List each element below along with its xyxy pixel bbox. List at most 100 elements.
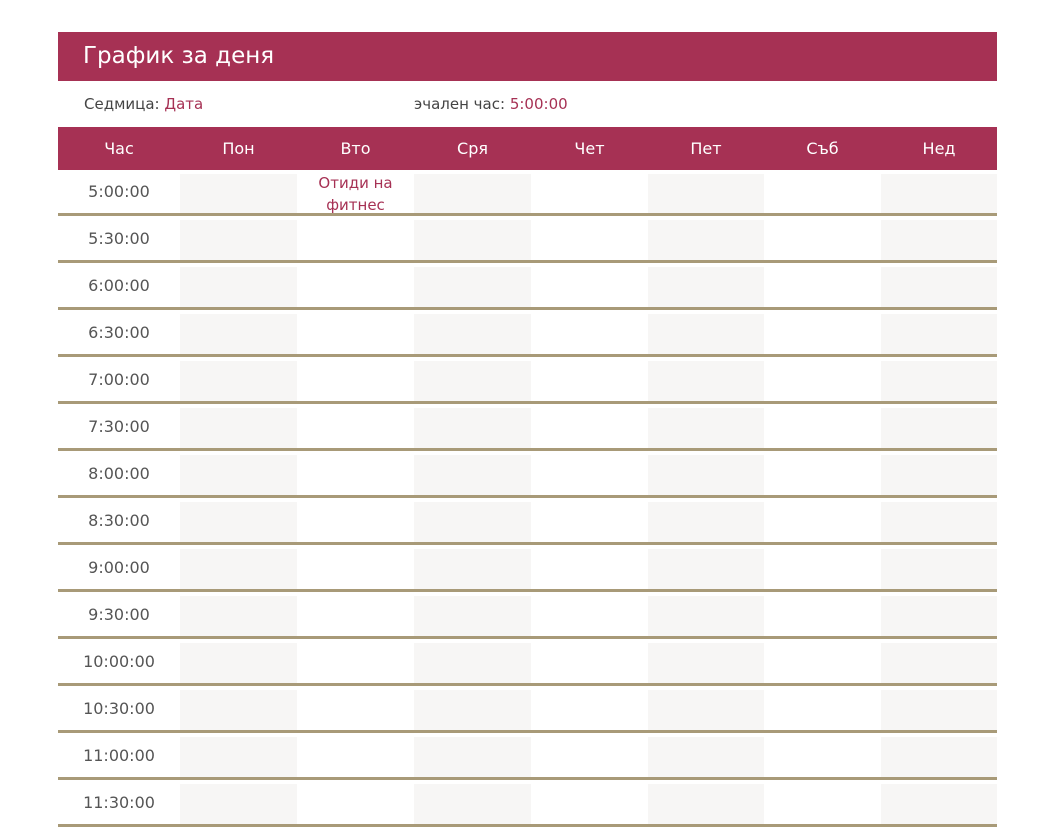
schedule-cell[interactable] — [297, 455, 414, 495]
schedule-cell[interactable] — [297, 408, 414, 448]
schedule-cell[interactable] — [414, 596, 531, 636]
schedule-cell[interactable] — [764, 455, 881, 495]
schedule-cell[interactable] — [648, 549, 764, 589]
schedule-cell[interactable] — [414, 220, 531, 260]
schedule-cell[interactable] — [764, 408, 881, 448]
schedule-cell[interactable] — [180, 267, 297, 307]
schedule-cell[interactable] — [180, 220, 297, 260]
schedule-cell[interactable] — [764, 784, 881, 824]
schedule-cell[interactable] — [297, 690, 414, 730]
schedule-cell[interactable] — [648, 408, 764, 448]
schedule-cell[interactable] — [414, 690, 531, 730]
schedule-cell[interactable] — [414, 502, 531, 542]
schedule-cell[interactable] — [531, 267, 648, 307]
schedule-cell[interactable] — [531, 596, 648, 636]
schedule-cell[interactable] — [764, 502, 881, 542]
schedule-cell[interactable] — [414, 174, 531, 213]
schedule-cell[interactable] — [297, 314, 414, 354]
schedule-cell[interactable] — [648, 361, 764, 401]
schedule-cell[interactable] — [414, 737, 531, 777]
schedule-cell[interactable] — [881, 455, 997, 495]
schedule-cell[interactable] — [531, 174, 648, 213]
schedule-cell[interactable] — [180, 455, 297, 495]
schedule-cell[interactable] — [297, 643, 414, 683]
schedule-cell[interactable] — [881, 549, 997, 589]
schedule-cell[interactable] — [764, 596, 881, 636]
schedule-cell[interactable] — [180, 690, 297, 730]
schedule-cell[interactable] — [414, 314, 531, 354]
schedule-cell[interactable] — [881, 643, 997, 683]
schedule-cell[interactable] — [531, 361, 648, 401]
schedule-cell[interactable] — [881, 737, 997, 777]
schedule-cell[interactable] — [881, 220, 997, 260]
schedule-cell[interactable]: Отиди на фитнес — [297, 174, 414, 214]
schedule-cell[interactable] — [297, 596, 414, 636]
schedule-cell[interactable] — [180, 314, 297, 354]
schedule-cell[interactable] — [648, 220, 764, 260]
schedule-cell[interactable] — [648, 314, 764, 354]
schedule-cell[interactable] — [531, 220, 648, 260]
schedule-cell[interactable] — [414, 361, 531, 401]
schedule-cell[interactable] — [180, 643, 297, 683]
schedule-cell[interactable] — [648, 174, 764, 213]
schedule-cell[interactable] — [414, 549, 531, 589]
schedule-cell[interactable] — [881, 502, 997, 542]
schedule-cell[interactable] — [881, 690, 997, 730]
schedule-cell[interactable] — [648, 643, 764, 683]
schedule-cell[interactable] — [764, 690, 881, 730]
schedule-cell[interactable] — [531, 737, 648, 777]
schedule-cell[interactable] — [531, 502, 648, 542]
schedule-cell[interactable] — [648, 690, 764, 730]
schedule-cell[interactable] — [180, 174, 297, 213]
schedule-cell[interactable] — [648, 502, 764, 542]
schedule-cell[interactable] — [648, 737, 764, 777]
schedule-cell[interactable] — [414, 784, 531, 824]
schedule-cell[interactable] — [531, 455, 648, 495]
schedule-cell[interactable] — [180, 737, 297, 777]
schedule-cell[interactable] — [764, 737, 881, 777]
schedule-cell[interactable] — [414, 455, 531, 495]
schedule-cell[interactable] — [297, 549, 414, 589]
schedule-cell[interactable] — [648, 596, 764, 636]
schedule-cell[interactable] — [531, 549, 648, 589]
schedule-cell[interactable] — [648, 267, 764, 307]
schedule-cell[interactable] — [881, 596, 997, 636]
schedule-cell[interactable] — [297, 267, 414, 307]
schedule-cell[interactable] — [180, 784, 297, 824]
schedule-cell[interactable] — [764, 267, 881, 307]
week-value[interactable]: Дата — [164, 95, 204, 113]
schedule-cell[interactable] — [297, 361, 414, 401]
schedule-cell[interactable] — [531, 690, 648, 730]
schedule-cell[interactable] — [531, 314, 648, 354]
schedule-cell[interactable] — [764, 549, 881, 589]
schedule-cell[interactable] — [531, 784, 648, 824]
schedule-cell[interactable] — [414, 643, 531, 683]
schedule-cell[interactable] — [764, 314, 881, 354]
schedule-cell[interactable] — [297, 737, 414, 777]
schedule-cell[interactable] — [180, 361, 297, 401]
schedule-cell[interactable] — [414, 408, 531, 448]
schedule-cell[interactable] — [764, 361, 881, 401]
schedule-cell[interactable] — [297, 220, 414, 260]
schedule-cell[interactable] — [881, 361, 997, 401]
schedule-cell[interactable] — [297, 502, 414, 542]
schedule-cell[interactable] — [531, 643, 648, 683]
schedule-cell[interactable] — [180, 502, 297, 542]
schedule-cell[interactable] — [180, 549, 297, 589]
schedule-cell[interactable] — [881, 174, 997, 213]
schedule-cell[interactable] — [881, 784, 997, 824]
start-time-value[interactable]: 5:00:00 — [509, 95, 568, 113]
schedule-cell[interactable] — [180, 596, 297, 636]
schedule-cell[interactable] — [648, 455, 764, 495]
schedule-cell[interactable] — [764, 174, 881, 213]
schedule-cell[interactable] — [764, 220, 881, 260]
schedule-cell[interactable] — [881, 267, 997, 307]
schedule-cell[interactable] — [764, 643, 881, 683]
schedule-cell[interactable] — [180, 408, 297, 448]
schedule-cell[interactable] — [881, 314, 997, 354]
schedule-cell[interactable] — [648, 784, 764, 824]
schedule-cell[interactable] — [414, 267, 531, 307]
schedule-cell[interactable] — [881, 408, 997, 448]
schedule-cell[interactable] — [531, 408, 648, 448]
schedule-cell[interactable] — [297, 784, 414, 824]
